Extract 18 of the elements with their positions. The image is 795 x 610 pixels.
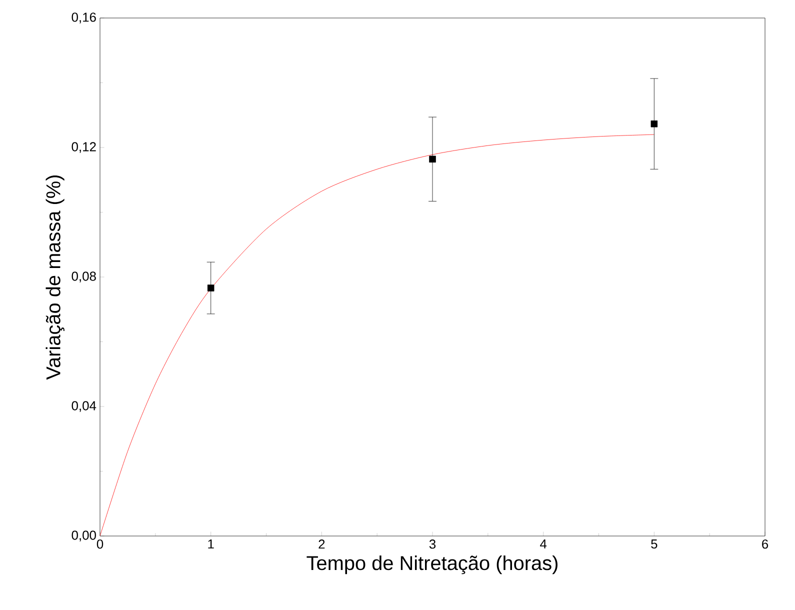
x-tick-label: 1	[208, 540, 214, 548]
y-tick-label: 0,08	[72, 272, 96, 282]
x-tick-label: 2	[318, 540, 325, 549]
x-tick-label: 4	[540, 540, 547, 548]
point	[207, 284, 214, 292]
y-tick-label: 0,16	[72, 12, 96, 24]
y-tick-label: 0,12	[72, 142, 96, 153]
y-axis-title: Variação de massa (%)	[46, 175, 64, 380]
x-tick-label: 6	[762, 540, 768, 549]
x-tick-label: 3	[429, 540, 436, 549]
y-tick-label: 0,04	[72, 401, 96, 412]
point	[650, 120, 658, 128]
y-tick-label: 0,00	[72, 530, 96, 542]
x-tick-label: 5	[651, 540, 658, 549]
line-series	[100, 134, 654, 536]
point	[429, 156, 436, 163]
x-tick-label: 0	[96, 540, 104, 549]
x-axis-title: Tempo de Nitretação (horas)	[306, 556, 558, 574]
